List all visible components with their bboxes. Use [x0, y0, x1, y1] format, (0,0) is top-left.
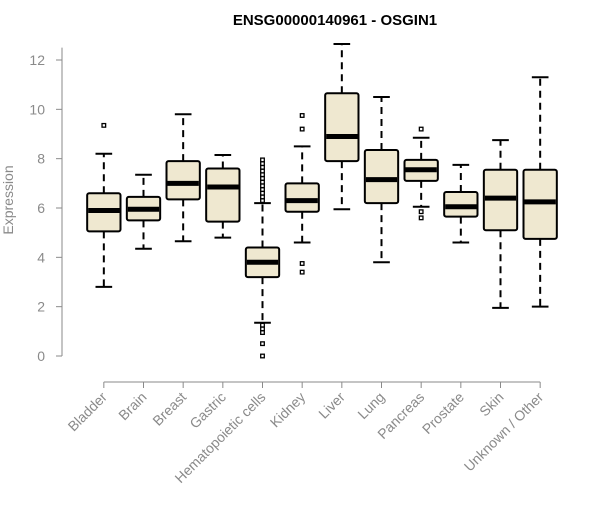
y-axis-ticks: 0 2 4 6 8 10 12 [29, 52, 62, 364]
box-lung [363, 96, 400, 264]
box-body [324, 92, 360, 163]
box-breast [165, 113, 201, 243]
outlier-point [260, 341, 265, 347]
box-bladder [86, 122, 122, 288]
x-tick-label: Brain [115, 389, 149, 423]
box-pancreas [403, 126, 439, 221]
box-body [284, 182, 320, 213]
box-skin [482, 139, 519, 309]
y-tick-label: 12 [29, 52, 45, 68]
y-tick-label: 8 [37, 151, 45, 167]
outlier-point [418, 215, 424, 221]
outlier-point [260, 353, 265, 359]
box-unknown-other [522, 76, 558, 308]
outlier-point [101, 122, 107, 128]
box-liver [324, 42, 360, 211]
y-axis-label: Expression [0, 165, 16, 234]
x-tick-label: Breast [149, 389, 189, 429]
outlier-point [418, 126, 424, 132]
y-tick-label: 10 [29, 101, 45, 117]
chart-title: ENSG00000140961 - OSGIN1 [233, 12, 437, 29]
box-body [165, 160, 201, 201]
outlier-point [299, 126, 305, 132]
x-tick-label: Skin [476, 389, 507, 420]
box-prostate [443, 163, 479, 244]
x-tick-label: Bladder [65, 389, 111, 435]
box-body [205, 167, 241, 223]
x-tick-label: Prostate [419, 389, 467, 437]
y-tick-label: 2 [37, 299, 45, 315]
outlier-point [418, 209, 424, 215]
box-hematopoietic-cells [244, 157, 281, 359]
outlier-point [299, 113, 305, 118]
y-tick-label: 0 [37, 348, 45, 364]
outlier-point [260, 322, 265, 328]
x-tick-label: Kidney [267, 389, 309, 431]
outlier-point [299, 269, 305, 275]
y-tick-label: 6 [37, 200, 45, 216]
outlier-point [260, 157, 265, 163]
x-tick-label: Liver [315, 389, 348, 422]
box-gastric [205, 153, 241, 239]
box-brain [125, 173, 162, 250]
box-series [86, 42, 558, 359]
y-tick-label: 4 [37, 249, 45, 265]
box-body [363, 149, 400, 205]
x-tick-label: Lung [354, 389, 387, 422]
outlier-point [299, 261, 305, 266]
box-kidney [284, 113, 320, 275]
